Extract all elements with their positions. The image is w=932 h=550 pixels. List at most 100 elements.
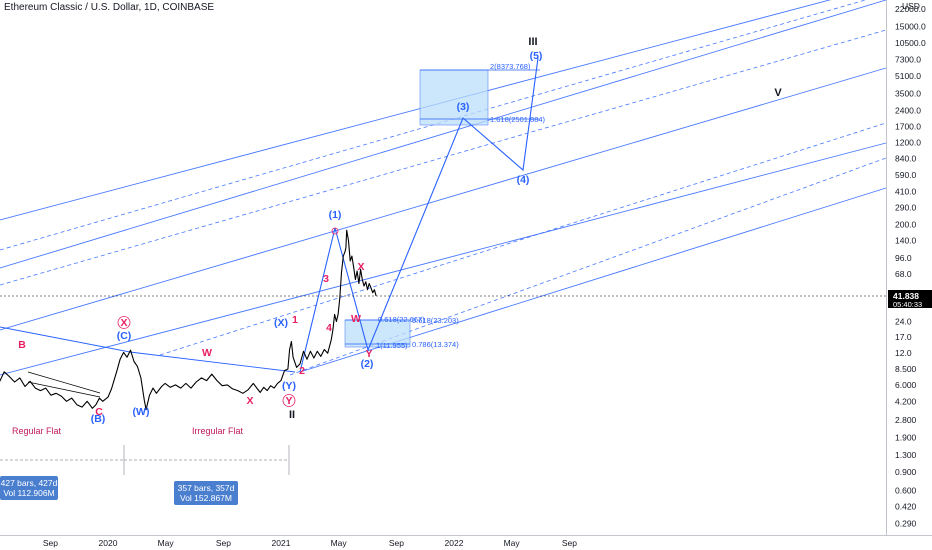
time-tick-label: Sep bbox=[389, 538, 404, 548]
time-tick-label: May bbox=[158, 538, 175, 548]
channel-line-dashed bbox=[0, 29, 887, 286]
measure-bars: 357 bars, 357d bbox=[178, 483, 235, 493]
price-tick-label: 68.0 bbox=[895, 269, 912, 279]
channel-line-dashed bbox=[159, 122, 887, 356]
time-tick-label: 2020 bbox=[99, 538, 118, 548]
time-tick-label: May bbox=[504, 538, 521, 548]
price-tick-label: 410.0 bbox=[895, 186, 917, 196]
time-tick-label: 2022 bbox=[445, 538, 464, 548]
wave-label-blue: (B) bbox=[91, 413, 106, 425]
wave-label-blue: (C) bbox=[117, 330, 132, 342]
wave-label-red: 3 bbox=[323, 273, 329, 285]
projected-wave-path bbox=[299, 57, 539, 373]
wave-label-blue: (2) bbox=[361, 358, 374, 370]
wave-label-red: W bbox=[202, 347, 212, 359]
fib-box-lower bbox=[344, 319, 411, 348]
price-tick-label: 10500.0 bbox=[895, 38, 926, 48]
price-tick-label: 7300.0 bbox=[895, 55, 921, 65]
price-tick-label: 5100.0 bbox=[895, 71, 921, 81]
price-tick-label: 96.0 bbox=[895, 253, 912, 263]
price-tick-label: 3500.0 bbox=[895, 88, 921, 98]
measure-box bbox=[174, 481, 238, 505]
price-tick-label: 0.600 bbox=[895, 485, 917, 495]
time-tick-label: May bbox=[331, 538, 348, 548]
wave-label-black: V bbox=[774, 87, 782, 99]
wave-label-red: 2 bbox=[299, 365, 305, 377]
wave-label-red: Y bbox=[365, 348, 372, 360]
wave-label-red: X bbox=[357, 261, 364, 273]
price-tick-label: 840.0 bbox=[895, 154, 917, 164]
last-price-countdown: 05:40:33 bbox=[893, 300, 922, 309]
fib-level-label: 1(11.955) bbox=[376, 341, 408, 350]
fib-box-upper bbox=[419, 69, 489, 126]
price-tick-label: 290.0 bbox=[895, 202, 917, 212]
price-tick-label: 1700.0 bbox=[895, 121, 921, 131]
wave-label-blue: (4) bbox=[517, 174, 530, 186]
price-tick-label: 24.0 bbox=[895, 316, 912, 326]
wave-circle bbox=[282, 394, 296, 407]
wave-label-red: C bbox=[95, 406, 103, 418]
price-tick-label: 17.0 bbox=[895, 332, 912, 342]
price-tick-label: 1.900 bbox=[895, 433, 917, 443]
price-tick-label: 200.0 bbox=[895, 219, 917, 229]
price-tick-label: 0.420 bbox=[895, 502, 917, 512]
channel-lines bbox=[0, 0, 887, 398]
measure-bars: 427 bars, 427d bbox=[1, 478, 58, 488]
fib-boxes bbox=[344, 69, 540, 348]
wave-label-blue: (Y) bbox=[282, 380, 296, 392]
wave-label-red: X bbox=[120, 317, 127, 329]
fib-level-label: 1.618(2501.884) bbox=[490, 115, 546, 124]
price-tick-label: 12.0 bbox=[895, 348, 912, 358]
pattern-note: Regular Flat bbox=[12, 426, 62, 436]
chart-title: Ethereum Classic / U.S. Dollar, 1D, COIN… bbox=[4, 2, 215, 13]
measure-volume: Vol 112.906M bbox=[3, 488, 54, 498]
fib-level-label: 2(8373.768) bbox=[490, 62, 531, 71]
time-tick-label: Sep bbox=[216, 538, 231, 548]
price-tick-label: 8.500 bbox=[895, 364, 917, 374]
price-tick-label: 6.000 bbox=[895, 380, 917, 390]
price-tick-label: 4.200 bbox=[895, 396, 917, 406]
wave-circle bbox=[117, 316, 131, 329]
triangle-line bbox=[27, 371, 101, 394]
price-tick-label: 22000.0 bbox=[895, 4, 926, 14]
price-tick-label: 15000.0 bbox=[895, 22, 926, 32]
price-tick-label: 1200.0 bbox=[895, 137, 921, 147]
wave-label-black: III bbox=[528, 36, 537, 48]
wave-label-blue: (X) bbox=[274, 317, 288, 329]
last-price-value: 41.838 bbox=[893, 291, 919, 301]
wave-label-red: X bbox=[246, 395, 253, 407]
channel-line bbox=[0, 0, 887, 269]
pattern-note: Irregular Flat bbox=[192, 426, 244, 436]
wave-label-blue: (5) bbox=[530, 50, 543, 62]
wave-labels: (1) (2) (3) (4) (5) (X) (Y) (W) (B) (C) 1 2 3 4 W X Y X W B… bbox=[18, 36, 782, 425]
currency-label: USD bbox=[902, 1, 920, 11]
last-price-box bbox=[888, 289, 932, 308]
wave-connector bbox=[0, 326, 296, 373]
price-line bbox=[0, 229, 377, 411]
wave-label-blue: (3) bbox=[457, 101, 470, 113]
time-axis[interactable]: Sep 2020 May Sep 2021 May Sep 2022 May Sep bbox=[0, 535, 932, 549]
time-tick-label: Sep bbox=[562, 538, 577, 548]
price-tick-label: 1.300 bbox=[895, 450, 917, 460]
price-axis[interactable]: 22000.0 15000.0 10500.0 7300.0 5100.0 3500.0 2… bbox=[886, 0, 932, 535]
wave-label-red: W bbox=[351, 313, 361, 325]
projection-path bbox=[299, 57, 539, 373]
wave-label-red: B bbox=[18, 339, 26, 351]
annotations: 2(8373.768) 1.618(2501.884) 0.618(22.667)0… bbox=[12, 62, 546, 436]
measure-volume: Vol 152.867M bbox=[180, 493, 232, 503]
price-tick-label: 0.290 bbox=[895, 519, 917, 529]
wave-label-red: 1 bbox=[292, 314, 298, 326]
wave-circle bbox=[331, 227, 339, 235]
price-series bbox=[0, 229, 377, 411]
triangle-line bbox=[27, 381, 101, 398]
time-tick-label: 2021 bbox=[272, 538, 291, 548]
fib-level-label: 0.618(23.203) bbox=[412, 316, 459, 325]
channel-line bbox=[0, 142, 887, 376]
measure-box bbox=[0, 476, 58, 500]
fib-level-label: 0.618(22.667) bbox=[378, 315, 425, 324]
price-tick-label: 0.900 bbox=[895, 467, 917, 477]
time-tick-label: Sep bbox=[43, 538, 58, 548]
